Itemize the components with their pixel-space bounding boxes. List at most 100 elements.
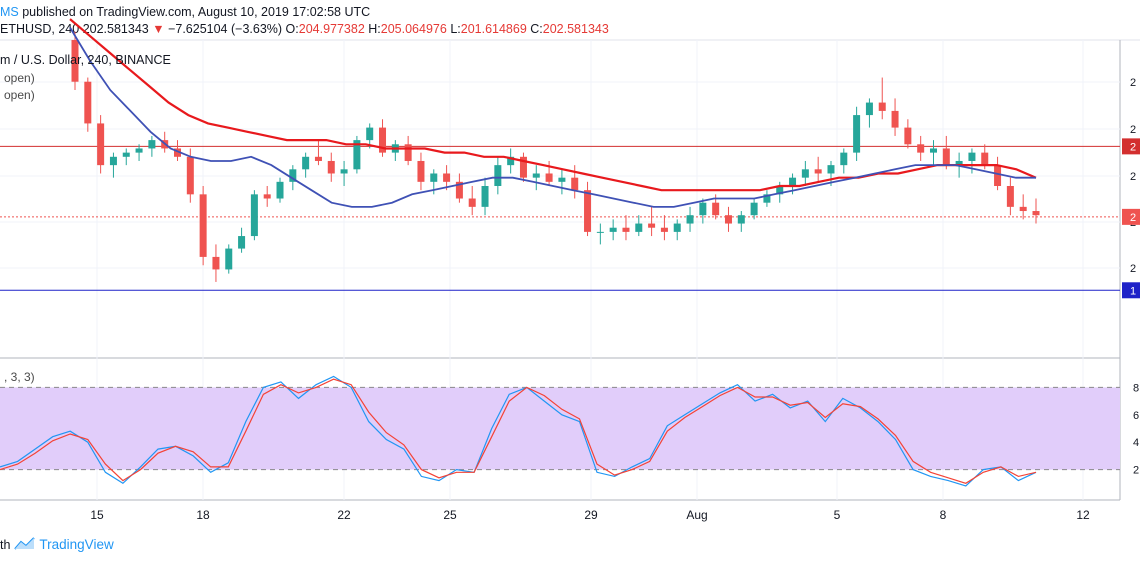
candle-body [276,181,284,199]
candle-body [968,152,976,161]
x-tick-label: 12 [1076,508,1090,522]
price-tick-label: 2 [1130,263,1136,275]
candle-body [353,140,361,170]
candle-body [379,127,387,153]
candle-body [801,169,809,178]
candle-body [186,156,194,195]
candle-body [404,144,412,161]
candle-body [558,177,566,182]
candle-body [584,190,592,232]
candle-body [622,227,630,232]
oscillator-tick-label: 2 [1133,465,1139,477]
price-tick-label: 2 [1130,171,1136,183]
oscillator-tick-label: 4 [1133,437,1139,449]
price-tag-label: 2 [1130,141,1136,153]
candle-body [199,194,207,257]
candle-body [955,160,963,166]
x-tick-label: 22 [337,508,351,522]
price-tick-label: 2 [1130,124,1136,136]
price-tick-label: 2 [1130,77,1136,89]
candle-body [430,173,438,182]
candle-body [571,177,579,191]
candle-body [84,81,92,124]
candle-body [417,160,425,182]
candle-body [891,110,899,128]
footer-prefix: th [0,538,11,552]
price-tag-support [1122,282,1140,299]
publish-line: MS published on TradingView.com, August … [0,5,370,19]
candle-body [724,215,732,224]
candle-body [71,40,79,82]
ohlc-open-label: O: [285,22,299,36]
candle-body [648,223,656,228]
candle-body [596,231,604,233]
legend-title: m / U.S. Dollar, 240, BINANCE [0,53,171,67]
candle-body [660,227,668,232]
candle-body [840,152,848,166]
ohlc-high-label: H: [368,22,381,36]
price-tag-label: 2 [1130,212,1136,224]
candle-body [289,169,297,182]
candle-body [712,202,720,216]
candle-body [174,148,182,157]
candle-body [455,181,463,199]
candle-body [814,169,822,174]
candle-body [865,102,873,116]
ohlc-open-value: 204.977382 [298,22,365,36]
footer: th TradingView [0,537,114,552]
price-tag-last [1122,208,1140,225]
last-price: 202.581343 [82,22,149,36]
candle-body [109,156,117,166]
candle-body [122,152,130,157]
candle-body [763,194,771,203]
candle-body [314,156,322,161]
candle-body [238,236,246,249]
ohlc-low-value: 201.614869 [460,22,527,36]
tradingview-logo-icon [14,537,39,552]
legend-line-1: open) [4,71,35,85]
candle-body [776,186,784,195]
oscillator-tick-label: 6 [1133,410,1139,422]
candle-body [481,186,489,207]
candle-body [750,202,758,216]
candle-body [148,140,156,149]
symbol-line: ETHUSD, 240 202.581343 ▼ −7.625104 (−3.6… [0,22,609,36]
ohlc-high-value: 205.064976 [380,22,447,36]
candle-body [904,127,912,145]
x-tick-label: 8 [940,508,947,522]
tradingview-brand[interactable]: TradingView [39,537,114,552]
change-text: −7.625104 (−3.63%) [168,22,283,36]
down-arrow-icon: ▼ [152,22,165,36]
candle-body [609,227,617,232]
candle-body [263,194,271,199]
candle-body [917,144,925,153]
x-tick-label: 15 [90,508,104,522]
candle-body [519,156,527,178]
ma-fast-line [69,27,1036,208]
x-tick-label: Aug [686,508,707,522]
candle-body [789,177,797,186]
candle-body [1006,186,1014,207]
stoch-d-line [0,378,1037,484]
price-tag-label: 1 [1130,285,1136,297]
candle-body [853,115,861,153]
candle-body [250,194,258,237]
oscillator-tick-label: 8 [1133,382,1139,394]
candle-body [545,173,553,182]
legend-line-2: open) [4,88,35,102]
ohlc-low-label: L: [450,22,461,36]
candle-body [327,160,335,174]
candle-body [212,256,220,270]
symbol-label: ETHUSD, 240 [0,22,80,36]
stoch-k-line [0,375,1037,487]
x-tick-label: 18 [196,508,210,522]
candle-body [737,215,745,224]
candle-body [673,223,681,232]
candle-body [340,169,348,174]
candle-body [443,173,451,182]
candle-body [225,248,233,270]
candle-body [827,165,835,174]
candle-body [635,223,643,232]
candle-body [686,215,694,224]
